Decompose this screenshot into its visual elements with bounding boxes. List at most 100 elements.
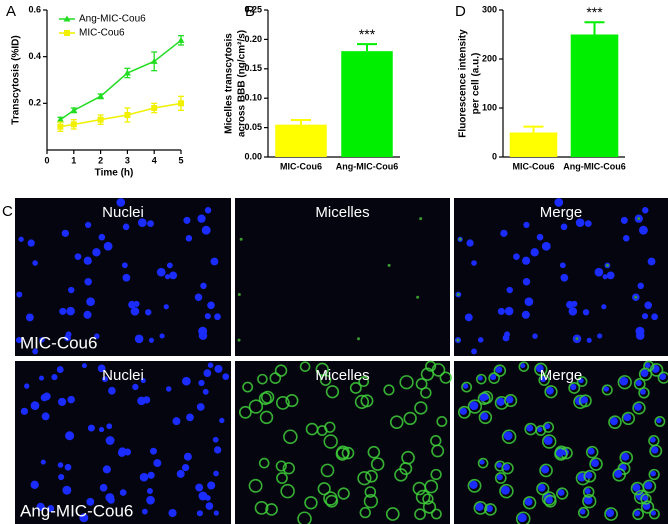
nucleus (164, 274, 171, 280)
nucleus (496, 462, 502, 468)
micelle-signal (544, 385, 558, 399)
x-tick-label: MIC-Cou6 (280, 161, 322, 171)
nucleus (58, 473, 65, 481)
micelle-signal (258, 457, 270, 469)
nucleus (579, 508, 586, 515)
nucleus (503, 463, 510, 471)
nucleus (30, 401, 40, 410)
nucleus (606, 271, 615, 280)
nucleus (495, 366, 503, 374)
micelle-signal (436, 415, 448, 427)
nucleus (471, 260, 477, 266)
nucleus (532, 333, 538, 339)
nucleus (147, 471, 155, 479)
nucleus (122, 223, 130, 231)
nucleus (146, 495, 155, 505)
nucleus (47, 504, 55, 512)
nucleus (490, 374, 497, 381)
nucleus (517, 513, 527, 523)
nucleus (146, 488, 153, 494)
nucleus (32, 260, 38, 266)
data-point (70, 106, 78, 113)
nucleus (583, 495, 593, 505)
nucleus (540, 376, 547, 383)
micelle-signal (458, 237, 462, 241)
nucleus (651, 446, 659, 454)
nucleus (523, 221, 530, 228)
nucleus (195, 483, 204, 492)
column-label: Nuclei (102, 204, 144, 221)
nucleus (116, 198, 126, 207)
nucleus (117, 449, 126, 457)
micelle-signal (630, 481, 645, 496)
nucleus (172, 417, 181, 426)
micelle-signal (283, 429, 298, 445)
row-label: MIC-Cou6 (20, 333, 97, 352)
micelle-signal (280, 483, 295, 499)
micelle-signal (518, 361, 530, 372)
x-tick-label: MIC-Cou6 (513, 161, 555, 171)
micelle-signal (237, 293, 241, 297)
nucleus (659, 373, 667, 380)
micelle-signal (320, 463, 335, 478)
micelle-signal (323, 434, 338, 449)
y-tick-label: 0.4 (28, 51, 41, 61)
nucleus (92, 248, 101, 257)
nucleus (644, 301, 652, 310)
nucleus (105, 436, 115, 445)
micelle-signal (556, 487, 569, 500)
micelle-signal (367, 445, 381, 459)
micelle-signal (341, 446, 355, 460)
nucleus (140, 377, 146, 384)
y-tick-label: 0.15 (244, 63, 262, 73)
nucleus (477, 337, 484, 343)
nucleus (130, 307, 140, 316)
nucleus (36, 502, 45, 512)
micelle-signal (325, 494, 339, 508)
nucleus (153, 459, 162, 468)
micelle-signal (585, 445, 599, 459)
nucleus (84, 278, 92, 286)
micelle-signal (319, 374, 332, 386)
nucleus (200, 282, 207, 290)
micelle-signal (501, 429, 517, 445)
micelle-signal (456, 293, 460, 297)
micelle-signal (394, 468, 408, 482)
nucleus (585, 471, 593, 479)
micelle-signal (649, 508, 660, 520)
nucleus (41, 412, 50, 421)
nucleus (83, 256, 92, 265)
micelle-signal (415, 489, 431, 505)
nucleus (650, 470, 656, 477)
nucleus (504, 306, 514, 316)
column-label: Merge (540, 204, 583, 221)
nucleus (87, 424, 95, 432)
micelle-signal (389, 415, 404, 429)
nucleus (183, 452, 192, 461)
nucleus (619, 376, 629, 386)
nucleus (139, 472, 149, 482)
micelle-signal (257, 373, 268, 385)
nucleus (65, 431, 75, 441)
nucleus (194, 293, 203, 302)
nucleus (66, 306, 75, 316)
nucleus (586, 337, 592, 343)
micelle-signal (297, 511, 312, 524)
panel-label: D (455, 3, 466, 20)
nucleus (640, 388, 646, 395)
micelle-signal (414, 401, 428, 415)
micelle-signal (265, 503, 278, 516)
nucleus (475, 502, 484, 512)
nucleus (496, 473, 503, 481)
nucleus (210, 257, 219, 266)
nucleus (214, 364, 223, 373)
micelle-signal (494, 396, 509, 410)
micelle-signal (359, 506, 371, 519)
nucleus (106, 423, 113, 430)
micelle-signal (477, 392, 491, 406)
micelle-signal (357, 337, 361, 341)
micelle-signal (237, 338, 241, 342)
y-tick-label: 0.6 (28, 4, 41, 14)
micelle-signal (456, 338, 460, 342)
micelle-signal (657, 371, 668, 384)
